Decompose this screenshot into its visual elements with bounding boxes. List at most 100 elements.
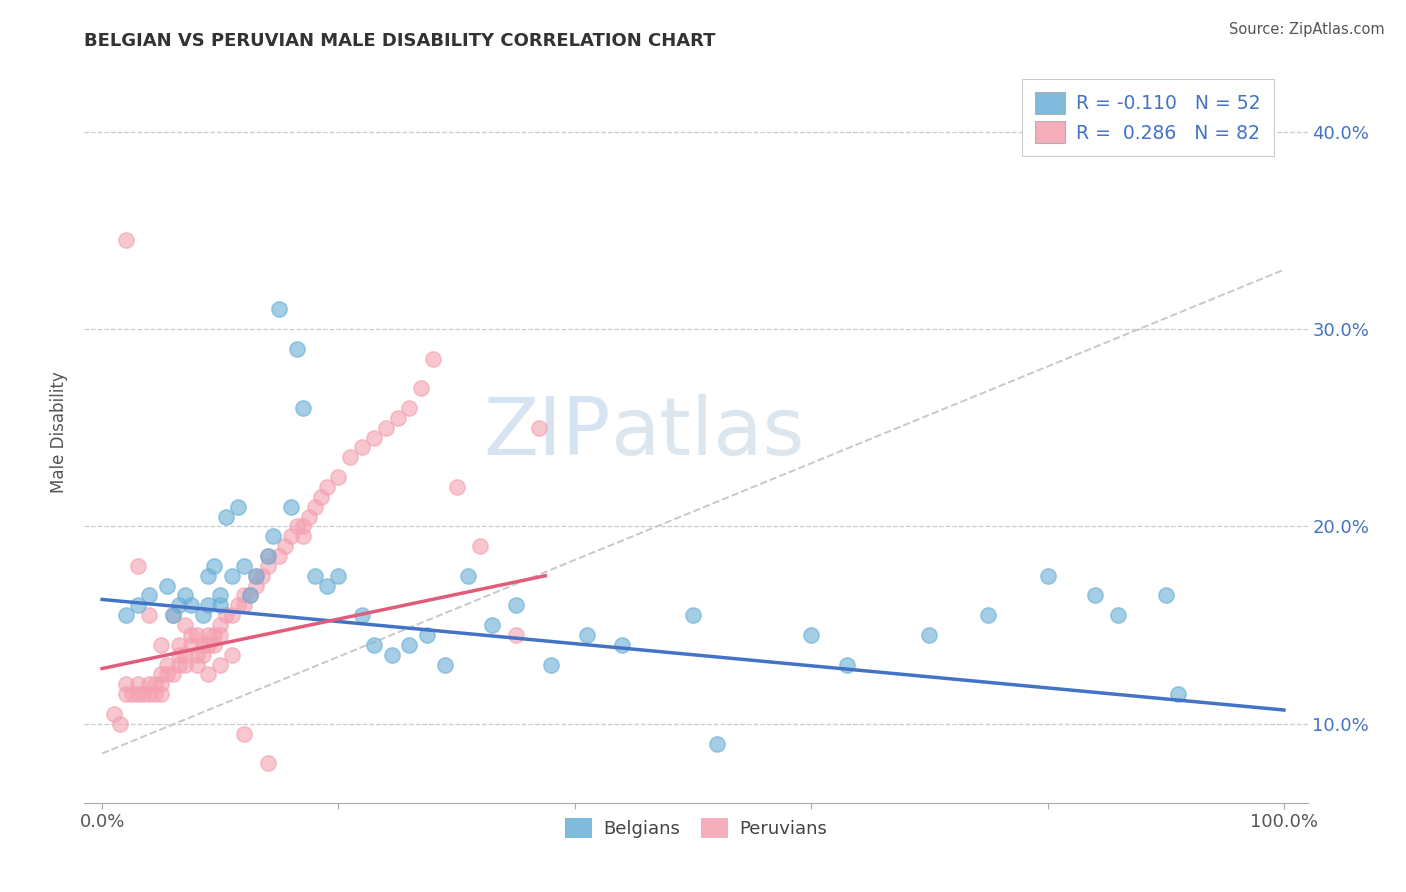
Text: BELGIAN VS PERUVIAN MALE DISABILITY CORRELATION CHART: BELGIAN VS PERUVIAN MALE DISABILITY CORR… — [84, 32, 716, 50]
Point — [1084, 589, 1107, 603]
Point — [138, 589, 160, 603]
Point — [215, 509, 238, 524]
Point — [156, 579, 179, 593]
Point — [256, 558, 278, 573]
Point — [422, 351, 444, 366]
Point — [162, 608, 184, 623]
Point — [108, 716, 131, 731]
Point — [132, 687, 155, 701]
Text: Source: ZipAtlas.com: Source: ZipAtlas.com — [1229, 22, 1385, 37]
Point — [239, 589, 262, 603]
Point — [387, 410, 409, 425]
Point — [167, 638, 190, 652]
Point — [269, 549, 291, 563]
Point — [269, 302, 291, 317]
Point — [918, 628, 941, 642]
Point — [682, 608, 704, 623]
Point — [352, 608, 374, 623]
Point — [180, 628, 202, 642]
Point — [209, 599, 232, 613]
Point — [226, 500, 249, 514]
Point — [292, 519, 315, 533]
Point — [202, 628, 225, 642]
Point — [411, 381, 433, 395]
Point — [180, 638, 202, 652]
Point — [186, 628, 208, 642]
Point — [138, 687, 160, 701]
Point — [446, 480, 468, 494]
Point — [127, 687, 149, 701]
Point — [180, 599, 202, 613]
Legend: Belgians, Peruvians: Belgians, Peruvians — [558, 810, 834, 846]
Text: ZIP: ZIP — [484, 393, 610, 472]
Point — [304, 500, 326, 514]
Point — [315, 480, 337, 494]
Point — [280, 500, 302, 514]
Point — [232, 727, 254, 741]
Point — [245, 568, 267, 582]
Point — [197, 599, 219, 613]
Point — [150, 677, 173, 691]
Point — [167, 657, 190, 672]
Point — [280, 529, 302, 543]
Point — [186, 648, 208, 662]
Point — [138, 677, 160, 691]
Point — [209, 618, 232, 632]
Point — [167, 599, 190, 613]
Point — [127, 677, 149, 691]
Point — [232, 558, 254, 573]
Point — [162, 608, 184, 623]
Point — [292, 529, 315, 543]
Point — [363, 431, 385, 445]
Point — [1167, 687, 1189, 701]
Point — [191, 608, 214, 623]
Point — [262, 529, 284, 543]
Point — [481, 618, 503, 632]
Point — [150, 667, 173, 681]
Point — [127, 558, 149, 573]
Text: atlas: atlas — [610, 393, 804, 472]
Point — [186, 657, 208, 672]
Point — [285, 519, 308, 533]
Point — [150, 687, 173, 701]
Point — [197, 638, 219, 652]
Point — [202, 558, 225, 573]
Point — [202, 638, 225, 652]
Point — [156, 657, 179, 672]
Point — [433, 657, 456, 672]
Point — [610, 638, 633, 652]
Point — [706, 737, 728, 751]
Point — [232, 599, 254, 613]
Y-axis label: Male Disability: Male Disability — [51, 372, 69, 493]
Point — [285, 342, 308, 356]
Point — [138, 608, 160, 623]
Point — [215, 608, 238, 623]
Point — [1108, 608, 1130, 623]
Point — [209, 657, 232, 672]
Point — [150, 638, 173, 652]
Point — [114, 677, 136, 691]
Point — [156, 667, 179, 681]
Point — [197, 568, 219, 582]
Point — [374, 420, 396, 434]
Point — [173, 618, 195, 632]
Point — [239, 589, 262, 603]
Point — [221, 648, 243, 662]
Point — [1154, 589, 1177, 603]
Point — [173, 589, 195, 603]
Point — [221, 608, 243, 623]
Point — [191, 648, 214, 662]
Point — [191, 638, 214, 652]
Point — [143, 687, 166, 701]
Point — [226, 599, 249, 613]
Point — [328, 470, 350, 484]
Point — [256, 756, 278, 771]
Point — [800, 628, 823, 642]
Point — [835, 657, 858, 672]
Point — [309, 490, 332, 504]
Point — [114, 233, 136, 247]
Point — [232, 589, 254, 603]
Point — [127, 599, 149, 613]
Point — [245, 579, 267, 593]
Point — [457, 568, 479, 582]
